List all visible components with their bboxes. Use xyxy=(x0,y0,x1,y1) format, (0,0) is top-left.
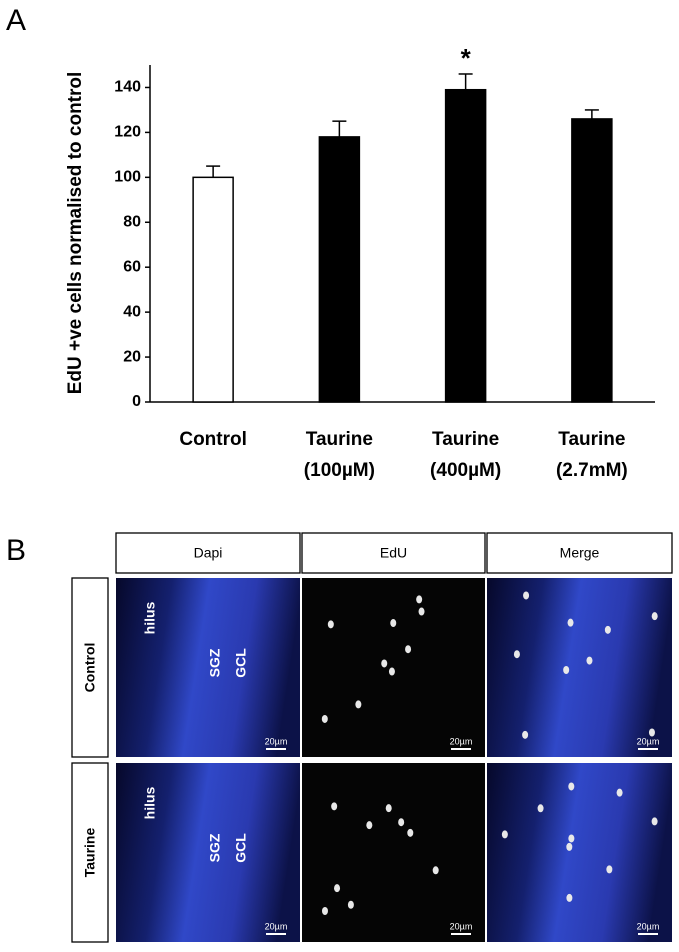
edu-cell xyxy=(523,591,530,600)
y-tick-label: 140 xyxy=(114,79,141,96)
region-label: GCL xyxy=(233,833,249,863)
edu-cell xyxy=(321,714,328,723)
edu-cell xyxy=(405,645,412,654)
edu-cell xyxy=(327,620,334,629)
edu-cell xyxy=(586,656,593,665)
region-label: hilus xyxy=(142,786,158,819)
image-panel: Dapi EdU Merge Control 20µm hilus SGZ GCL 20µm 20… xyxy=(71,532,673,943)
edu-cell xyxy=(385,804,392,813)
region-label: SGZ xyxy=(207,648,223,677)
edu-cell xyxy=(616,788,623,797)
scale-bar-label: 20µm xyxy=(265,921,288,931)
x-tick-label: Taurine xyxy=(558,429,625,450)
edu-cell xyxy=(398,818,405,827)
panel-label: A xyxy=(6,4,26,37)
edu-cell xyxy=(432,866,439,875)
micrograph xyxy=(487,763,672,942)
micrograph xyxy=(116,763,300,942)
x-tick-label: Control xyxy=(179,429,247,450)
edu-cell xyxy=(334,884,341,893)
edu-cell xyxy=(418,607,425,616)
region-label: hilus xyxy=(142,601,158,634)
micrograph xyxy=(302,578,485,757)
edu-cell xyxy=(568,834,575,843)
y-tick-label: 0 xyxy=(132,393,141,410)
edu-cell xyxy=(648,728,655,737)
region-label: GCL xyxy=(233,648,249,678)
bar-chart: 0 20 40 60 80 100 120 140 Control Taurine (100µM) T… xyxy=(114,43,655,481)
column-header-box xyxy=(486,532,673,574)
edu-cell xyxy=(501,830,508,839)
error-bar xyxy=(458,73,473,90)
edu-cell xyxy=(347,900,354,909)
row-header-box xyxy=(71,577,109,758)
edu-cell xyxy=(407,828,414,837)
edu-cell xyxy=(321,907,328,916)
edu-cell xyxy=(366,821,373,830)
edu-cell xyxy=(537,804,544,813)
panel-label: B xyxy=(6,534,26,567)
column-header: Dapi xyxy=(194,545,223,561)
edu-cell xyxy=(606,865,613,874)
bar xyxy=(571,118,613,403)
edu-cell xyxy=(513,650,520,659)
significance-label: * xyxy=(461,43,472,73)
edu-cell xyxy=(355,700,362,709)
region-label: SGZ xyxy=(207,833,223,862)
edu-cell xyxy=(522,730,529,739)
edu-cell xyxy=(651,817,658,826)
y-tick-label: 60 xyxy=(123,258,141,275)
edu-cell xyxy=(568,782,575,791)
micrograph xyxy=(487,578,672,757)
x-tick-label: (2.7mM) xyxy=(556,460,628,481)
row-header: Taurine xyxy=(82,828,98,878)
y-tick-label: 20 xyxy=(123,348,141,365)
column-header-box xyxy=(301,532,486,574)
error-bar xyxy=(584,109,599,119)
row-header: Control xyxy=(82,643,98,693)
edu-cell xyxy=(331,802,338,811)
column-header-box xyxy=(115,532,301,574)
y-axis-label: EdU +ve cells normalised to control xyxy=(65,72,86,395)
x-tick-label: (100µM) xyxy=(304,460,375,481)
y-tick-label: 80 xyxy=(123,213,141,230)
edu-cell xyxy=(390,619,397,628)
x-tick-label: (400µM) xyxy=(430,460,501,481)
x-tick-label: Taurine xyxy=(306,429,373,450)
scale-bar-label: 20µm xyxy=(265,736,288,746)
x-tick-label: Taurine xyxy=(432,429,499,450)
scale-bar-label: 20µm xyxy=(637,921,660,931)
bar xyxy=(318,136,361,403)
bar xyxy=(444,88,487,403)
edu-cell xyxy=(381,659,388,668)
row-header-box xyxy=(71,762,109,943)
scale-bar-label: 20µm xyxy=(637,736,660,746)
edu-cell xyxy=(604,625,611,634)
edu-cell xyxy=(416,595,423,604)
edu-cell xyxy=(566,842,573,851)
y-tick-label: 40 xyxy=(123,303,141,320)
y-tick-label: 100 xyxy=(114,169,141,186)
micrograph xyxy=(116,578,300,757)
scale-bar-label: 20µm xyxy=(450,921,473,931)
micrograph xyxy=(302,763,485,942)
scale-bar-label: 20µm xyxy=(450,736,473,746)
bar xyxy=(192,176,234,403)
edu-cell xyxy=(388,667,395,676)
edu-cell xyxy=(566,893,573,902)
column-header: EdU xyxy=(380,545,407,561)
edu-cell xyxy=(567,618,574,627)
edu-cell xyxy=(563,665,570,674)
y-tick-label: 120 xyxy=(114,124,141,141)
error-bar xyxy=(206,165,221,178)
column-header: Merge xyxy=(560,545,600,561)
edu-cell xyxy=(651,612,658,621)
error-bar xyxy=(332,120,347,137)
